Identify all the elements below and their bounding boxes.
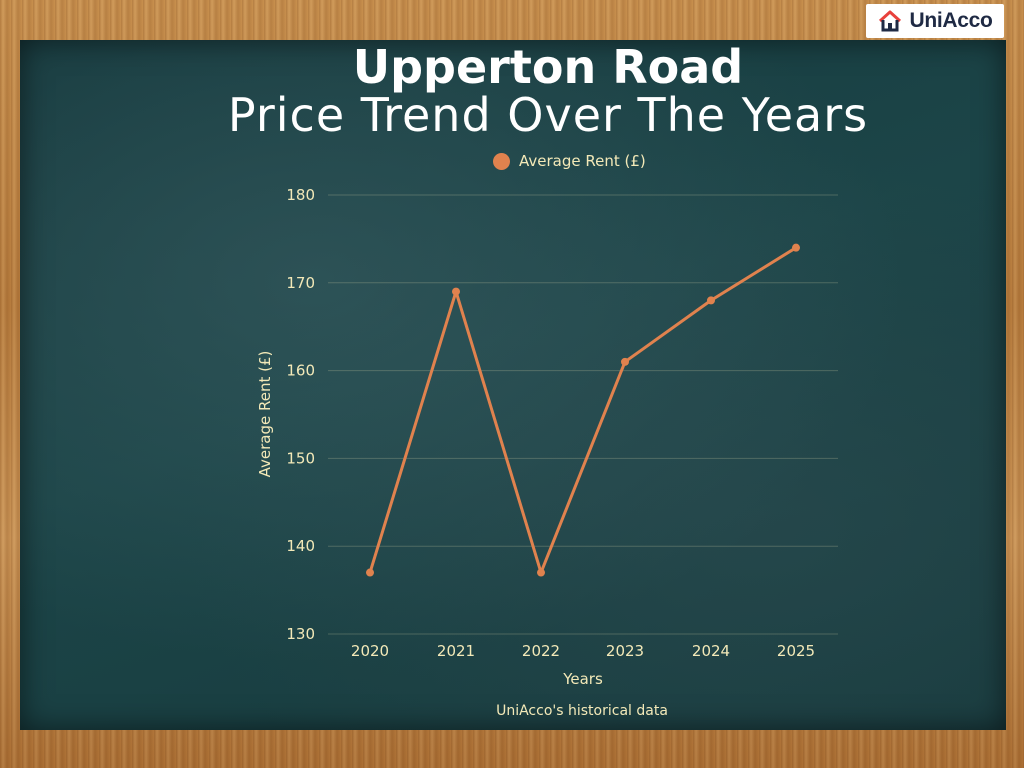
- chart-legend: Average Rent (£): [493, 152, 646, 170]
- logo-text: UniAcco: [909, 9, 993, 32]
- data-point: [537, 568, 545, 577]
- data-point: [621, 357, 629, 366]
- x-tick-label: 2024: [692, 642, 730, 660]
- y-axis-ticks: 130 140 150 160 170 180: [286, 186, 315, 643]
- x-tick-label: 2023: [606, 642, 644, 660]
- y-tick-label: 180: [286, 186, 315, 204]
- gridlines: [328, 194, 838, 635]
- x-tick-label: 2021: [437, 642, 475, 660]
- y-tick-label: 130: [286, 625, 315, 643]
- y-tick-label: 140: [286, 537, 315, 555]
- x-tick-label: 2022: [522, 642, 560, 660]
- data-point: [792, 243, 800, 252]
- data-point: [707, 296, 715, 305]
- series-line-layer: [368, 246, 798, 575]
- chalkboard-background: [20, 40, 1006, 730]
- house-icon: [879, 10, 902, 32]
- x-tick-label: 2025: [777, 642, 815, 660]
- chart-subtitle: Price Trend Over The Years: [227, 88, 869, 142]
- data-points: [366, 243, 800, 577]
- legend-label: Average Rent (£): [519, 152, 646, 170]
- data-point: [452, 287, 460, 296]
- y-tick-label: 170: [286, 274, 315, 292]
- x-tick-label: 2020: [351, 642, 389, 660]
- chart-title: Upperton Road: [352, 40, 744, 94]
- y-axis-title: Average Rent (£): [256, 351, 274, 478]
- series-line: [368, 246, 798, 575]
- legend-marker: [493, 152, 510, 170]
- x-axis-title: Years: [562, 670, 603, 688]
- uniacco-logo: UniAcco: [866, 4, 1004, 38]
- y-tick-label: 150: [286, 449, 315, 467]
- data-source-note: UniAcco's historical data: [496, 703, 668, 719]
- y-tick-label: 160: [286, 362, 315, 380]
- data-point: [366, 568, 374, 577]
- x-axis-ticks: 2020 2021 2022 2023 2024 2025: [351, 642, 815, 660]
